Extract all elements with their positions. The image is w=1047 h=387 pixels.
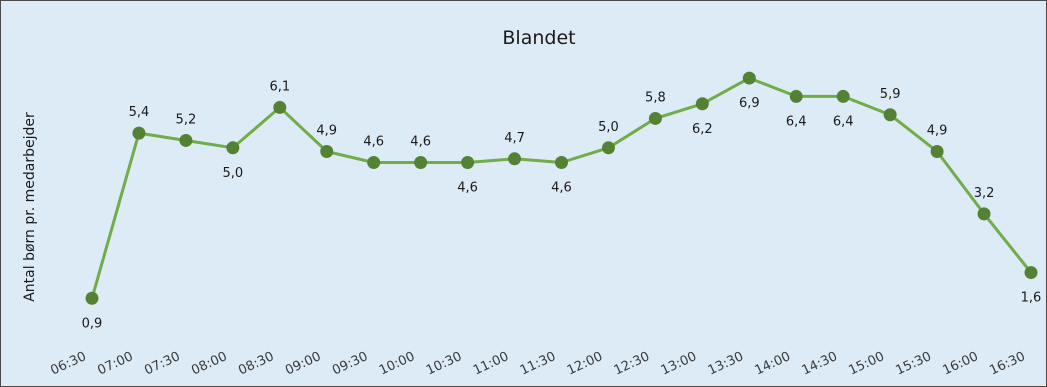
data-point: [883, 108, 897, 122]
data-point: [836, 89, 850, 103]
x-tick-label: 07:30: [142, 349, 182, 378]
data-point: [508, 152, 522, 166]
x-tick-label: 14:30: [800, 349, 840, 378]
x-tick-label: 13:00: [659, 349, 699, 378]
x-tick-label: 06:30: [48, 349, 88, 378]
x-tick-label: 08:30: [236, 349, 276, 378]
y-axis-label: Antal børn pr. medarbejder: [22, 112, 38, 302]
data-point: [601, 141, 615, 155]
data-point: [555, 155, 568, 169]
x-tick-label: 15:00: [847, 349, 887, 378]
x-tick-label: 16:30: [987, 349, 1027, 378]
data-point: [414, 155, 428, 169]
data-point: [273, 100, 287, 114]
x-tick-label: 10:30: [424, 349, 464, 378]
data-label: 6,4: [786, 114, 807, 129]
data-point: [1024, 266, 1038, 280]
x-tick-label: 09:30: [330, 349, 370, 378]
x-tick-label: 11:30: [518, 349, 558, 378]
data-point: [695, 97, 709, 111]
x-tick-label: 16:00: [940, 349, 980, 378]
x-tick-label: 11:00: [471, 349, 511, 378]
data-point: [367, 155, 381, 169]
data-label: 0,9: [82, 316, 103, 331]
data-label: 5,4: [129, 105, 150, 120]
data-label: 6,1: [269, 79, 290, 94]
data-point: [226, 141, 240, 155]
x-tick-label: 12:30: [612, 349, 652, 378]
data-label: 4,9: [316, 123, 337, 138]
data-label: 6,2: [692, 122, 713, 137]
data-label: 4,6: [457, 180, 478, 195]
data-label: 3,2: [974, 186, 995, 201]
x-tick-label: 10:00: [377, 349, 417, 378]
x-tick-label: 12:00: [565, 349, 605, 378]
data-label: 5,2: [176, 112, 197, 127]
data-point: [930, 144, 944, 158]
data-point: [179, 133, 193, 147]
data-label: 4,9: [927, 123, 948, 138]
data-point: [648, 111, 662, 125]
data-label: 5,0: [598, 120, 619, 135]
data-label: 1,6: [1021, 291, 1042, 306]
data-point: [320, 144, 334, 158]
data-label: 5,8: [645, 90, 666, 105]
x-tick-label: 15:30: [893, 349, 933, 378]
data-label: 5,0: [223, 166, 244, 181]
x-tick-label: 14:00: [753, 349, 793, 378]
x-tick-label: 07:00: [95, 349, 135, 378]
data-label: 4,6: [410, 134, 431, 149]
data-label: 4,6: [551, 180, 572, 195]
x-tick-label: 09:00: [283, 349, 323, 378]
data-label: 4,6: [363, 134, 384, 149]
data-label: 6,9: [739, 96, 760, 111]
data-point: [977, 207, 991, 221]
data-label: 5,9: [880, 87, 901, 102]
data-label: 4,7: [504, 131, 525, 146]
data-label: 6,4: [833, 114, 854, 129]
chart-title: Blandet: [502, 27, 575, 49]
x-tick-label: 13:30: [706, 349, 746, 378]
data-point: [132, 126, 146, 140]
data-point: [742, 71, 756, 85]
x-tick-label: 08:00: [189, 349, 229, 378]
data-point: [85, 291, 99, 305]
series-layer: 0,9 5,4 5,2 5,0 6,1 4,9 4,6 4,6 4,6 4,7 4,6 5,0 5,8 6…: [48, 71, 1042, 379]
data-point: [789, 89, 803, 103]
data-point: [461, 155, 475, 169]
